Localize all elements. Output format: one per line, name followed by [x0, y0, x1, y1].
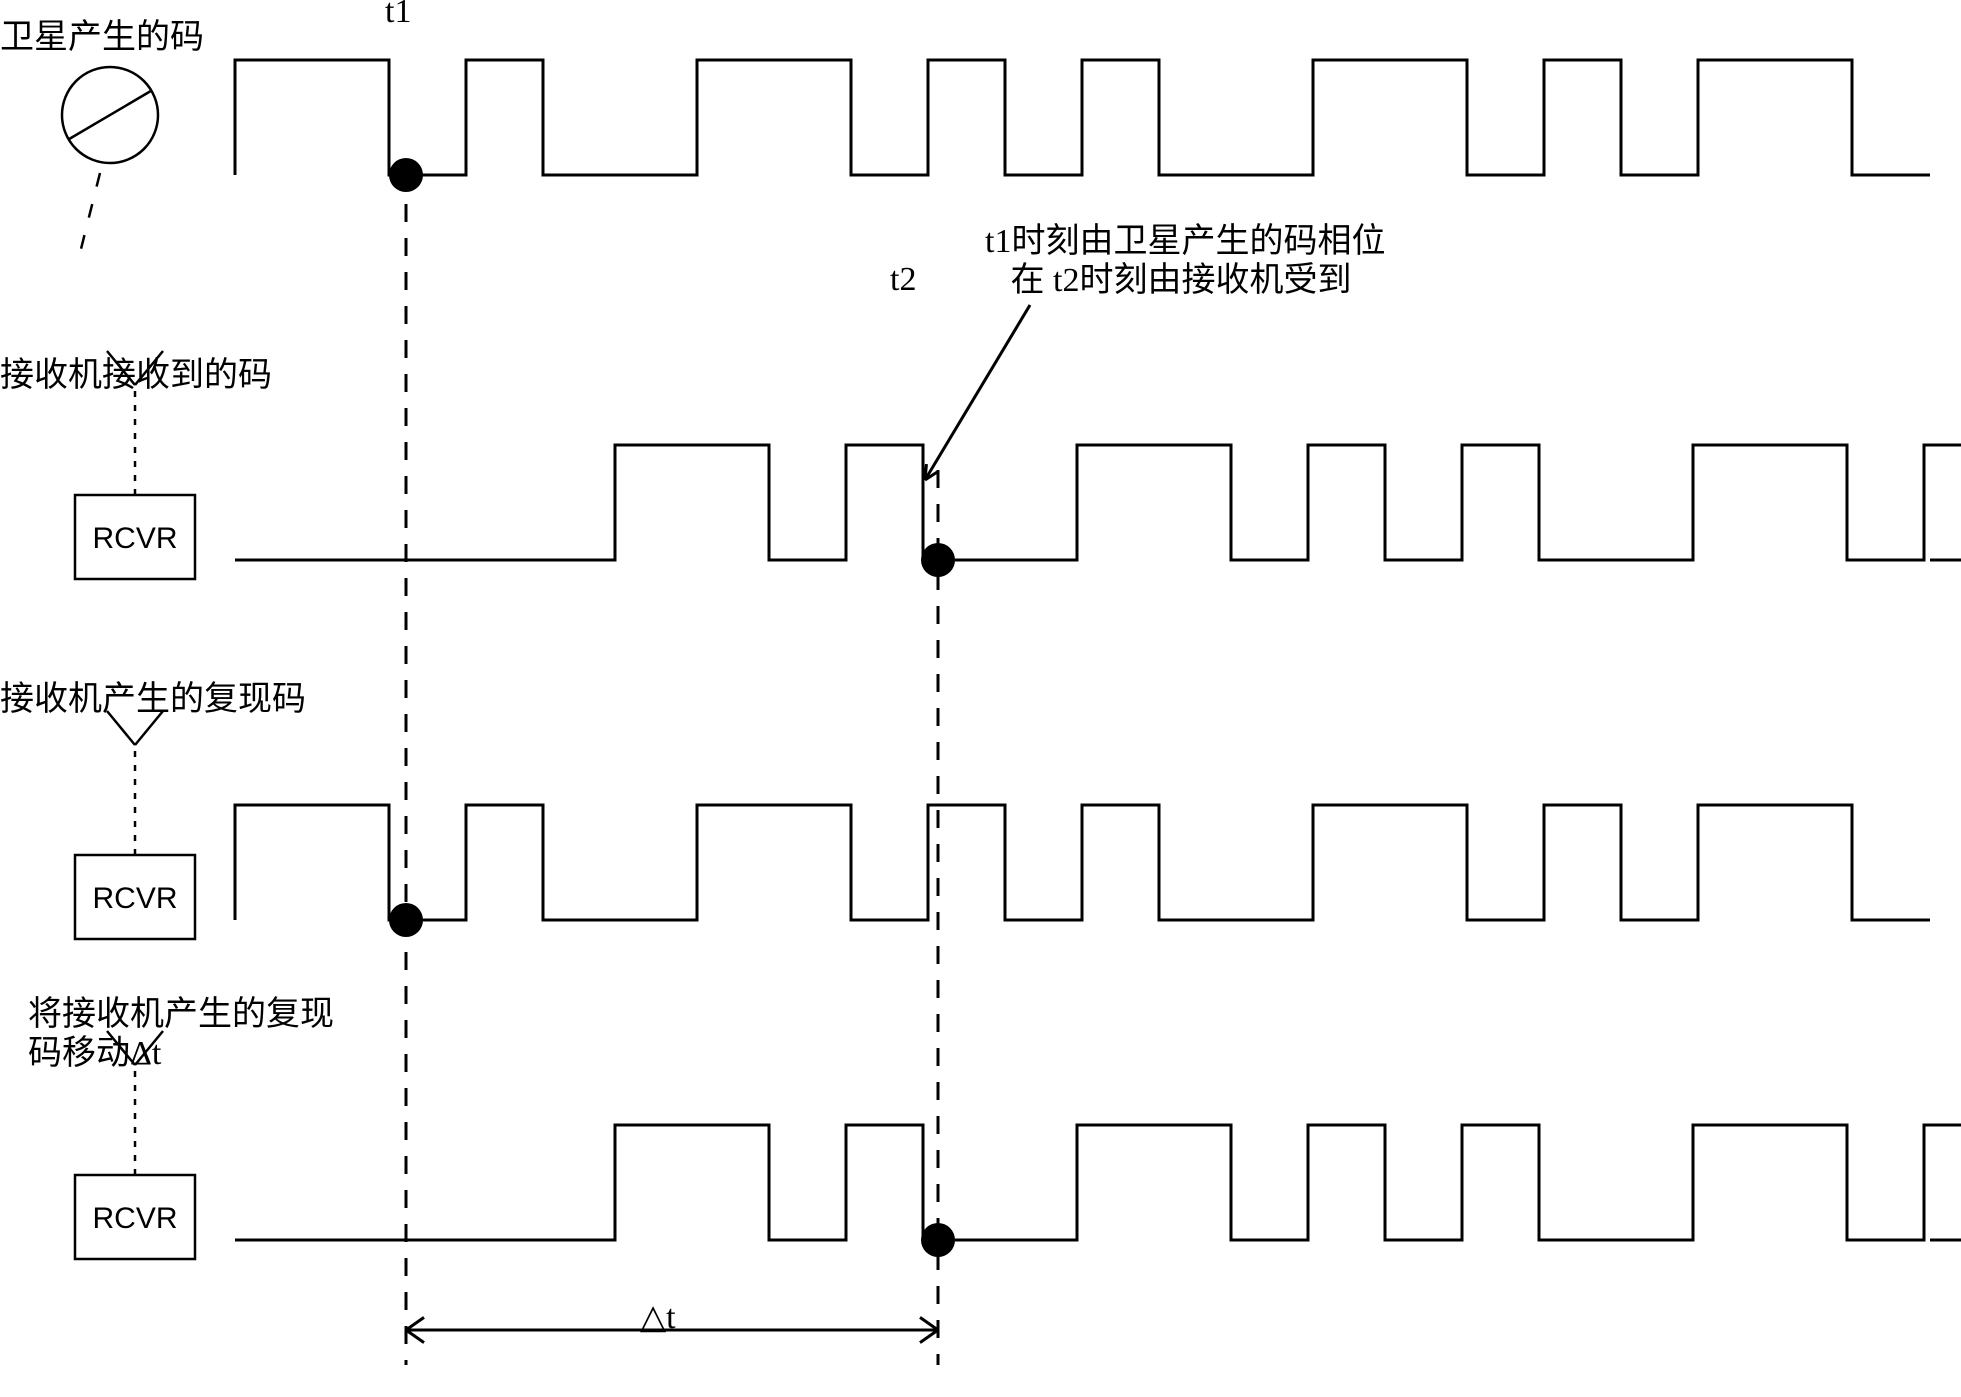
satellite-beam: [80, 173, 100, 253]
dot-t2-row2: [921, 543, 955, 577]
dot-t1-row1: [389, 158, 423, 192]
diagram-canvas: RCVR RCVR RCVR t1 t2 卫星产生的码 接收机接收到的码 接收机产生…: [0, 0, 1961, 1397]
waveform-row-1: [235, 60, 1930, 175]
label-replica-code: 接收机产生的复现码: [0, 680, 306, 719]
waveform-row-2: [235, 445, 1961, 560]
rcvr-label-1: RCVR: [92, 522, 177, 555]
annotation-arrow-shaft: [925, 305, 1030, 480]
label-received-code: 接收机接收到的码: [0, 356, 272, 395]
waveform-row-3: [235, 805, 1930, 920]
label-delta-t: △t: [640, 1298, 676, 1337]
rcvr-label-3: RCVR: [92, 1202, 177, 1235]
dot-t2-row4: [921, 1223, 955, 1257]
rcvr-label-2: RCVR: [92, 882, 177, 915]
satellite-slash: [69, 91, 151, 139]
label-t1: t1: [385, 0, 411, 31]
label-satellite-code: 卫星产生的码: [0, 18, 204, 57]
dot-t1-row3: [389, 903, 423, 937]
label-t2: t2: [890, 260, 916, 299]
waveform-row-4: [235, 1125, 1961, 1240]
label-annotation: t1时刻由卫星产生的码相位 在 t2时刻由接收机受到: [985, 222, 1385, 300]
label-shifted-code: 将接收机产生的复现 码移动Δt: [28, 995, 334, 1073]
